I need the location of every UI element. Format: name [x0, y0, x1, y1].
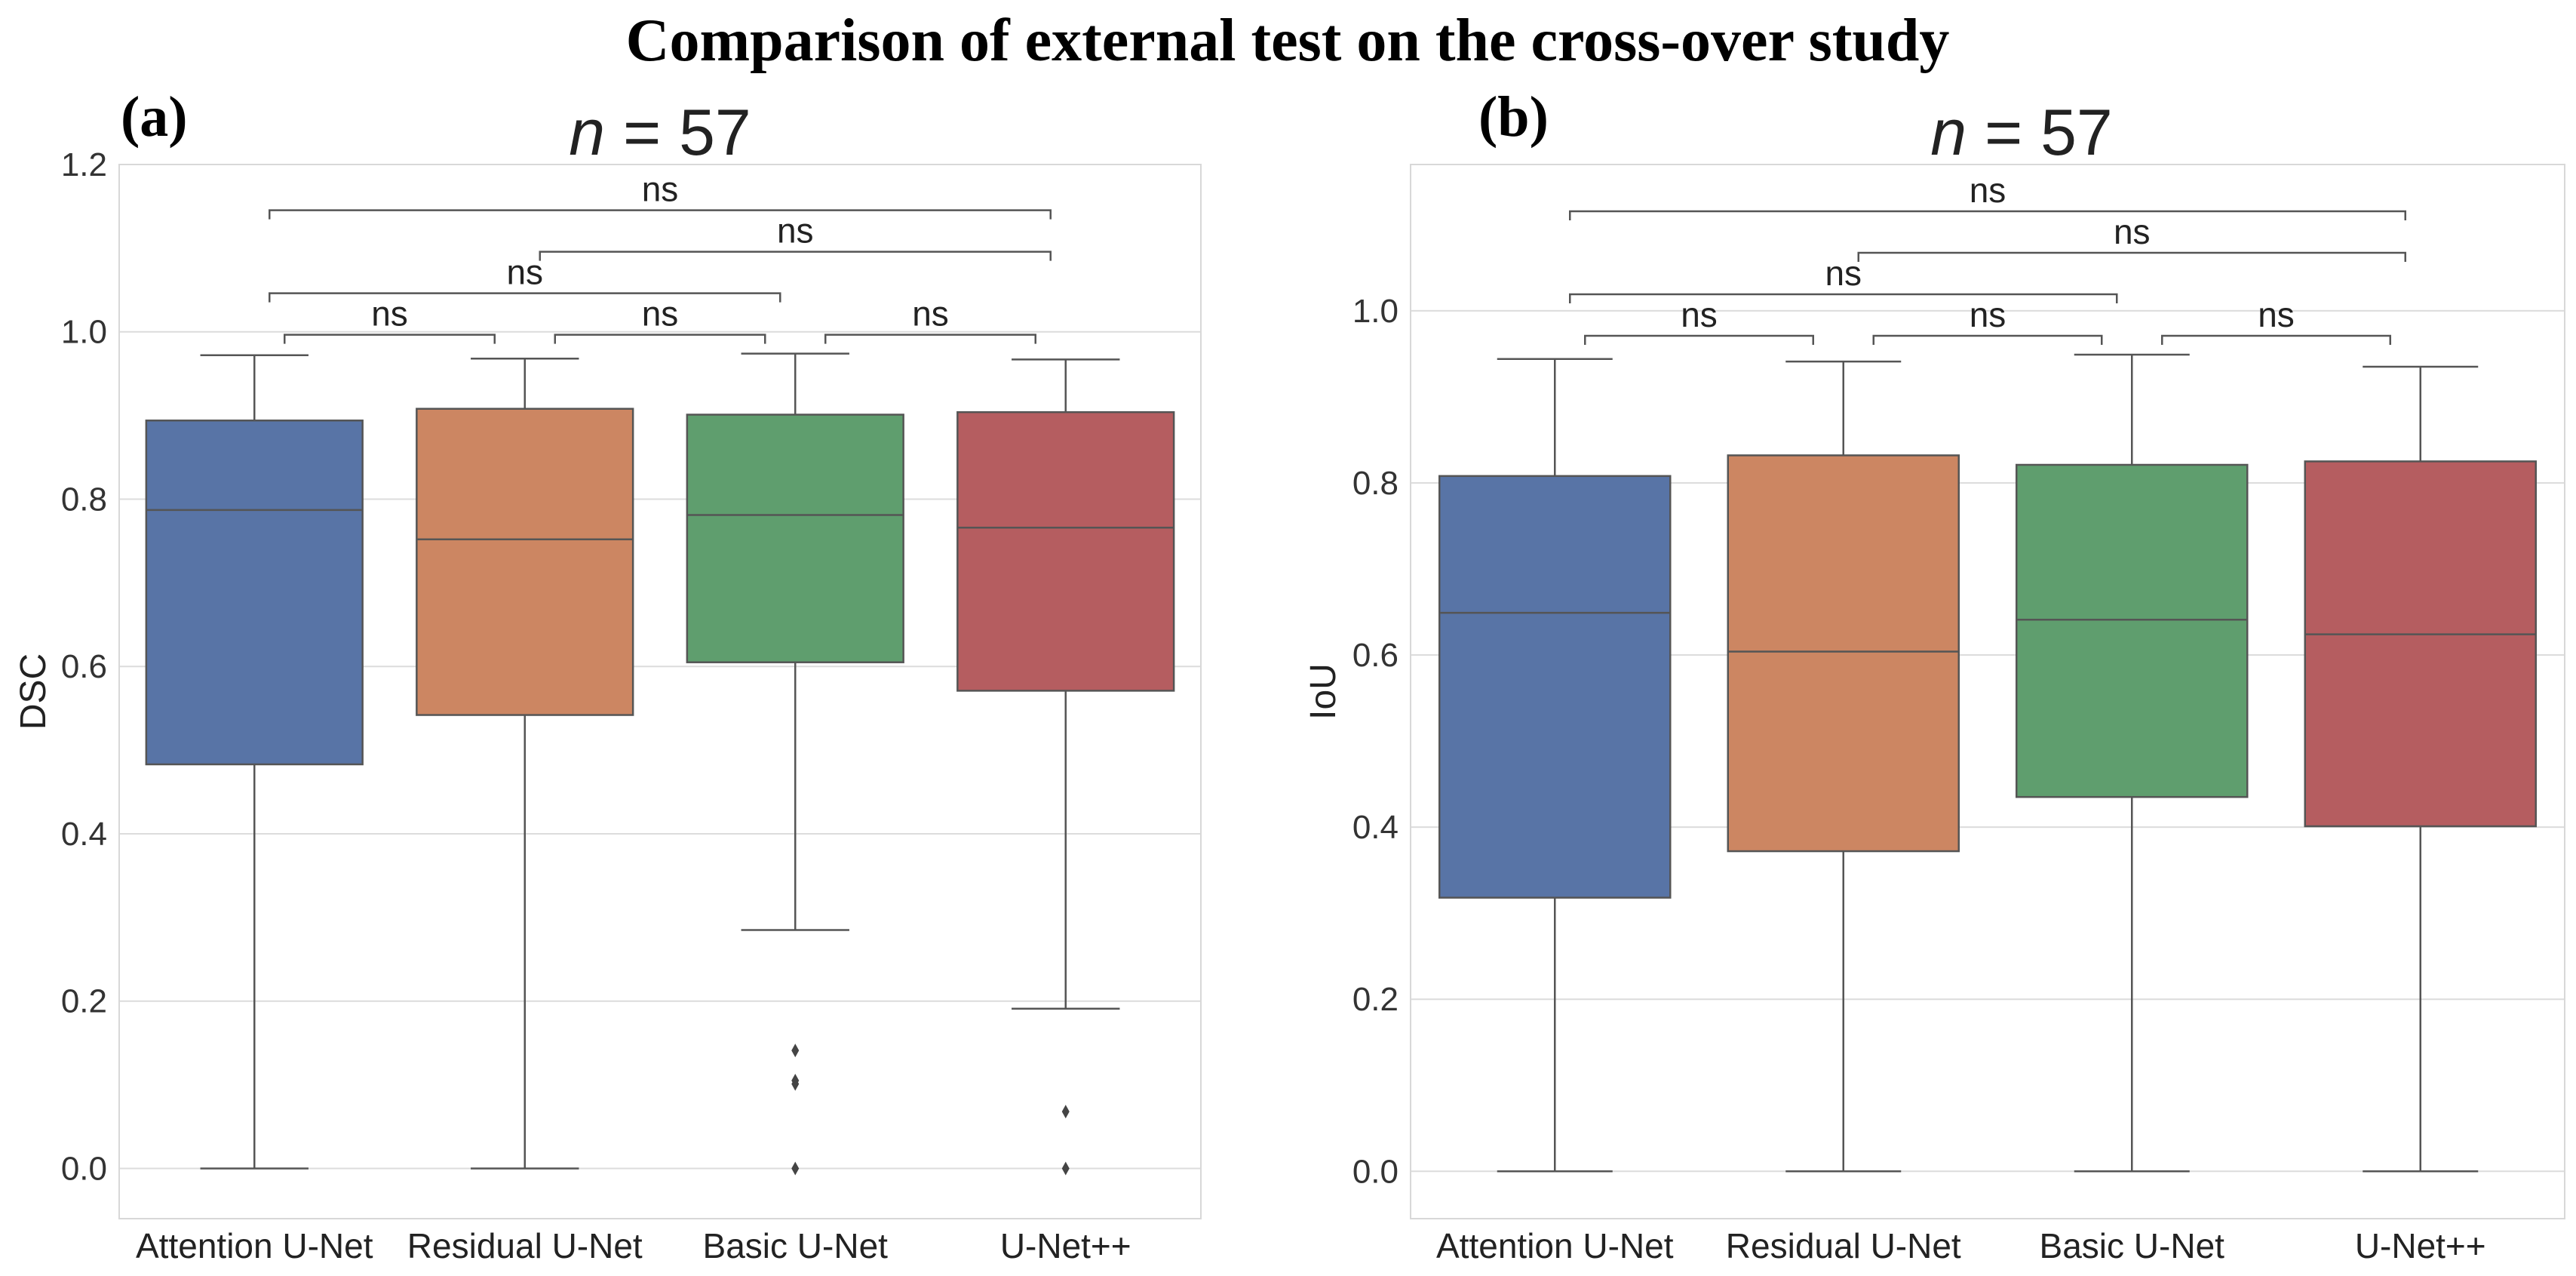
sample-size-symbol: n [569, 97, 605, 169]
significance-label: ns [912, 294, 949, 334]
box-basic-u-net [686, 352, 904, 1176]
x-tick-label: U-Net++ [2355, 1226, 2486, 1265]
x-tick-label: Basic U-Net [2040, 1226, 2225, 1265]
bracket-line [284, 334, 496, 344]
outlier-point [791, 1077, 800, 1091]
x-tick-label: Basic U-Net [703, 1226, 889, 1265]
significance-bracket [1872, 334, 2103, 346]
significance-bracket [1569, 293, 2118, 304]
significance-label: ns [1825, 254, 1862, 293]
significance-bracket [1857, 251, 2406, 263]
sample-size-title: n = 57 [1930, 97, 2113, 169]
significance-label: ns [1681, 295, 1718, 334]
significance-bracket [1584, 334, 1814, 346]
significance-bracket [539, 251, 1052, 261]
bracket-line [1872, 334, 2103, 346]
box-u-net- [2304, 365, 2537, 1173]
y-tick-label: 0.4 [61, 816, 107, 853]
x-tick-label: U-Net++ [1000, 1226, 1131, 1265]
significance-bracket [1569, 210, 2406, 221]
sample-size-value: = 57 [1967, 97, 2113, 169]
box-iqr [145, 420, 364, 766]
significance-label: ns [2258, 295, 2295, 334]
significance-bracket [269, 292, 781, 303]
y-tick-label: 1.0 [61, 314, 107, 351]
significance-label: ns [1970, 171, 2006, 210]
y-tick-label: 0.2 [1352, 981, 1399, 1018]
box-iqr [956, 410, 1175, 692]
figure-title: Comparison of external test on the cross… [626, 8, 1950, 74]
bracket-line [1569, 210, 2406, 221]
box-iqr [1438, 475, 1672, 899]
sample-size-symbol: n [1930, 97, 1967, 169]
box-attention-u-net [145, 354, 364, 1170]
bracket-line [824, 334, 1036, 344]
bracket-line [269, 292, 781, 303]
bracket-line [269, 209, 1052, 220]
x-tick-label: Attention U-Net [1436, 1226, 1674, 1265]
plot-frame [118, 164, 1202, 1219]
box-basic-u-net [2016, 353, 2249, 1173]
significance-bracket [824, 334, 1036, 344]
outlier-point [1061, 1105, 1070, 1119]
y-tick-label: 0.8 [1352, 465, 1399, 502]
panel-b: 0.0 0.2 0.4 0.6 0.8 1.0 (b) n = 57 IoU Attention … [1303, 85, 2565, 1265]
box-residual-u-net [1727, 360, 1960, 1173]
outlier-point [791, 1044, 800, 1058]
significance-label: ns [642, 170, 679, 209]
x-tick-label: Residual U-Net [407, 1226, 643, 1265]
box-u-net- [956, 358, 1175, 1176]
bracket-line [1584, 334, 1814, 346]
y-tick-label: 0.0 [61, 1150, 107, 1187]
bracket-line [2161, 334, 2391, 346]
y-tick-label: 0.0 [1352, 1153, 1399, 1190]
significance-label: ns [371, 294, 408, 334]
panel-label: (b) [1478, 85, 1549, 149]
box-iqr [2304, 460, 2537, 828]
y-tick-label: 1.0 [1352, 293, 1399, 330]
y-tick-label: 0.8 [61, 481, 107, 518]
box-residual-u-net [416, 357, 634, 1170]
significance-label: ns [506, 253, 543, 292]
bracket-line [554, 334, 766, 344]
sample-size-value: = 57 [605, 97, 751, 169]
panel-a: 0.0 0.2 0.4 0.6 0.8 1.0 1.2 (a) n = 57 DSC Attenti… [14, 85, 1202, 1265]
significance-label: ns [1970, 295, 2006, 334]
panel-label: (a) [121, 85, 188, 149]
box-iqr [686, 414, 904, 663]
significance-bracket [284, 334, 496, 344]
outlier-point [791, 1161, 800, 1176]
outlier-point [1061, 1161, 1070, 1176]
bracket-line [1569, 293, 2118, 304]
significance-label: ns [642, 294, 679, 334]
y-axis-label: IoU [1303, 663, 1343, 720]
y-tick-label: 0.4 [1352, 809, 1399, 846]
y-tick-label: 0.6 [61, 648, 107, 685]
y-tick-label: 1.2 [61, 146, 107, 183]
box-iqr [1727, 454, 1960, 853]
significance-bracket [2161, 334, 2391, 346]
box-iqr [416, 407, 634, 716]
sample-size-title: n = 57 [569, 97, 751, 169]
plot-frame [1410, 164, 2565, 1219]
box-attention-u-net [1438, 358, 1672, 1173]
significance-label: ns [777, 211, 814, 251]
y-axis-label: DSC [14, 653, 54, 730]
significance-bracket [554, 334, 766, 344]
significance-label: ns [2114, 212, 2151, 251]
bracket-line [1857, 251, 2406, 263]
y-tick-label: 0.6 [1352, 637, 1399, 674]
significance-bracket [269, 209, 1052, 220]
x-tick-label: Residual U-Net [1726, 1226, 1961, 1265]
box-iqr [2016, 463, 2249, 798]
y-tick-label: 0.2 [61, 983, 107, 1020]
bracket-line [539, 251, 1052, 261]
x-tick-label: Attention U-Net [136, 1226, 373, 1265]
